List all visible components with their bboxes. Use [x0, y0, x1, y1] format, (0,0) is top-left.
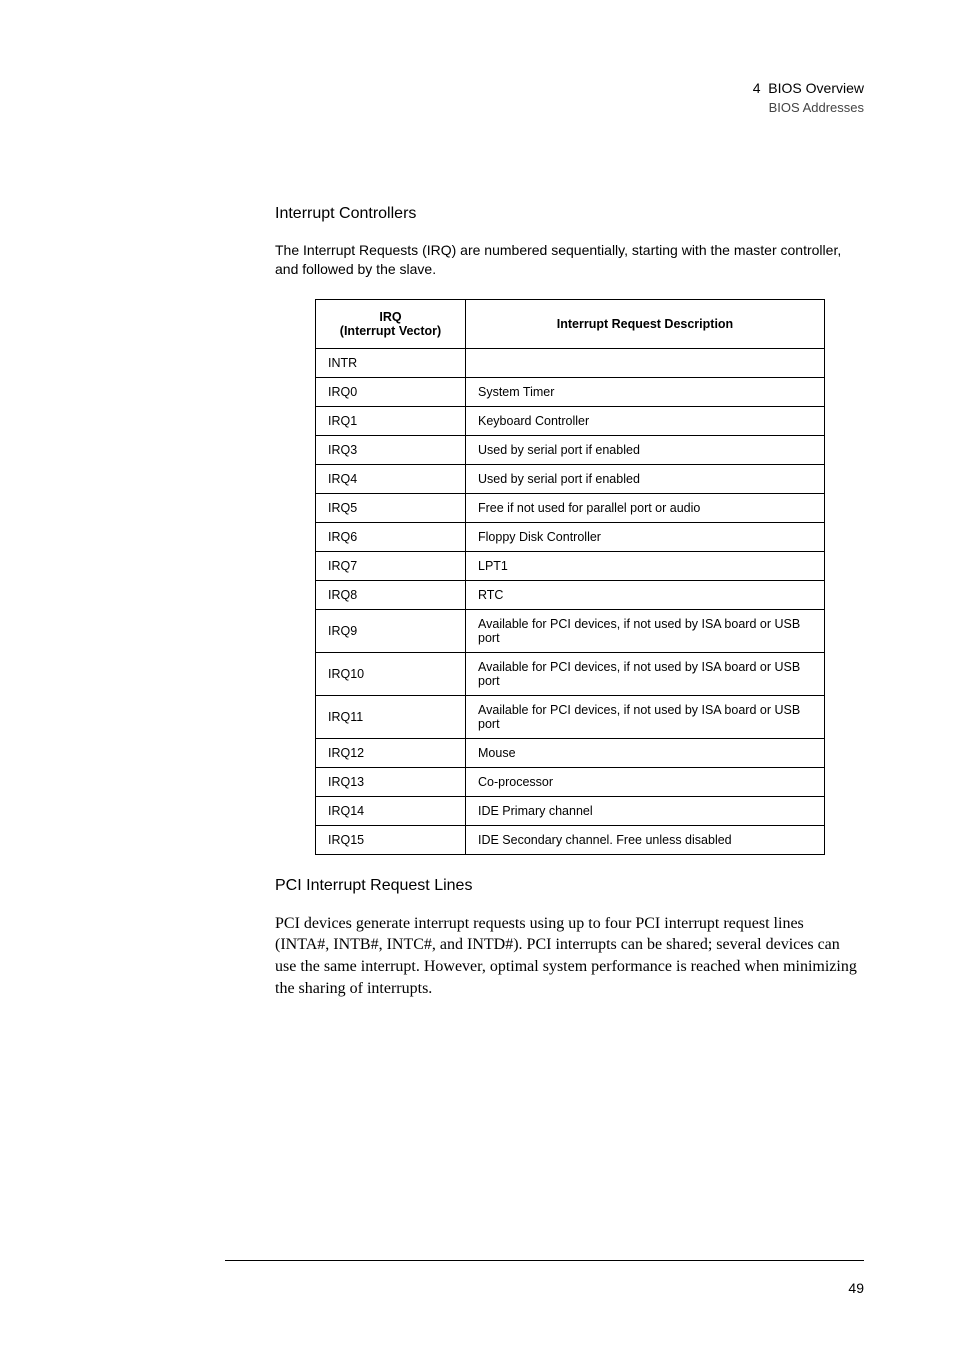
col-header-irq-line2: (Interrupt Vector)	[328, 324, 453, 338]
cell-irq: IRQ4	[316, 464, 466, 493]
table-row: IRQ15IDE Secondary channel. Free unless …	[316, 825, 825, 854]
table-row: IRQ8RTC	[316, 580, 825, 609]
intro-paragraph: The Interrupt Requests (IRQ) are numbere…	[275, 241, 860, 279]
cell-irq: IRQ9	[316, 609, 466, 652]
table-row: IRQ14IDE Primary channel	[316, 796, 825, 825]
pci-body: PCI devices generate interrupt requests …	[275, 913, 860, 999]
table-body: INTR IRQ0System Timer IRQ1Keyboard Contr…	[316, 348, 825, 854]
cell-desc: Available for PCI devices, if not used b…	[466, 652, 825, 695]
cell-irq: IRQ10	[316, 652, 466, 695]
cell-irq: IRQ5	[316, 493, 466, 522]
cell-desc: Available for PCI devices, if not used b…	[466, 695, 825, 738]
col-header-desc: Interrupt Request Description	[466, 299, 825, 348]
cell-desc	[466, 348, 825, 377]
interrupt-controllers-heading: Interrupt Controllers	[275, 205, 864, 223]
chapter-line: 4 BIOS Overview	[90, 80, 864, 96]
page-header: 4 BIOS Overview BIOS Addresses	[90, 80, 864, 115]
chapter-number: 4	[753, 80, 761, 96]
cell-desc: Mouse	[466, 738, 825, 767]
cell-desc: Used by serial port if enabled	[466, 464, 825, 493]
pci-heading: PCI Interrupt Request Lines	[275, 877, 864, 895]
cell-irq: IRQ15	[316, 825, 466, 854]
cell-desc: Used by serial port if enabled	[466, 435, 825, 464]
footer-rule	[225, 1260, 864, 1261]
table-row: IRQ0System Timer	[316, 377, 825, 406]
cell-irq: IRQ0	[316, 377, 466, 406]
cell-irq: IRQ13	[316, 767, 466, 796]
table-row: IRQ10Available for PCI devices, if not u…	[316, 652, 825, 695]
cell-desc: LPT1	[466, 551, 825, 580]
cell-irq: IRQ12	[316, 738, 466, 767]
table-row: IRQ7LPT1	[316, 551, 825, 580]
table-row: IRQ1Keyboard Controller	[316, 406, 825, 435]
col-header-irq: IRQ (Interrupt Vector)	[316, 299, 466, 348]
page: 4 BIOS Overview BIOS Addresses Interrupt…	[0, 0, 954, 1351]
table-header-row: IRQ (Interrupt Vector) Interrupt Request…	[316, 299, 825, 348]
cell-irq: IRQ7	[316, 551, 466, 580]
cell-irq: IRQ14	[316, 796, 466, 825]
cell-desc: IDE Secondary channel. Free unless disab…	[466, 825, 825, 854]
table-row: IRQ3Used by serial port if enabled	[316, 435, 825, 464]
table-row: IRQ4Used by serial port if enabled	[316, 464, 825, 493]
table-row: IRQ13Co-processor	[316, 767, 825, 796]
col-header-irq-line1: IRQ	[328, 310, 453, 324]
table-row: IRQ6Floppy Disk Controller	[316, 522, 825, 551]
section-title: BIOS Addresses	[90, 100, 864, 115]
table-row: IRQ12Mouse	[316, 738, 825, 767]
cell-desc: Floppy Disk Controller	[466, 522, 825, 551]
page-number: 49	[848, 1280, 864, 1296]
cell-irq: IRQ8	[316, 580, 466, 609]
cell-desc: RTC	[466, 580, 825, 609]
cell-irq: IRQ1	[316, 406, 466, 435]
chapter-title: BIOS Overview	[768, 80, 864, 96]
cell-irq: INTR	[316, 348, 466, 377]
cell-desc: Keyboard Controller	[466, 406, 825, 435]
table-row: IRQ5Free if not used for parallel port o…	[316, 493, 825, 522]
cell-desc: Available for PCI devices, if not used b…	[466, 609, 825, 652]
cell-irq: IRQ11	[316, 695, 466, 738]
table-row: INTR	[316, 348, 825, 377]
cell-desc: System Timer	[466, 377, 825, 406]
cell-desc: IDE Primary channel	[466, 796, 825, 825]
cell-desc: Co-processor	[466, 767, 825, 796]
table-row: IRQ9Available for PCI devices, if not us…	[316, 609, 825, 652]
cell-irq: IRQ6	[316, 522, 466, 551]
cell-irq: IRQ3	[316, 435, 466, 464]
table-row: IRQ11Available for PCI devices, if not u…	[316, 695, 825, 738]
irq-table: IRQ (Interrupt Vector) Interrupt Request…	[315, 299, 825, 855]
cell-desc: Free if not used for parallel port or au…	[466, 493, 825, 522]
